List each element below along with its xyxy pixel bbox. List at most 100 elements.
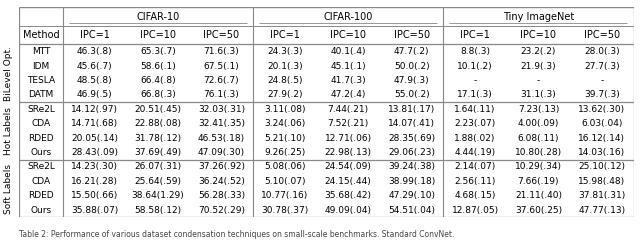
Text: IPC=10: IPC=10 bbox=[520, 30, 556, 41]
Text: 22.98(.13): 22.98(.13) bbox=[324, 148, 372, 157]
Text: 20.1(.3): 20.1(.3) bbox=[267, 62, 303, 71]
Text: 17.1(.3): 17.1(.3) bbox=[457, 90, 493, 99]
Text: 2.56(.11): 2.56(.11) bbox=[454, 177, 496, 186]
Text: IPC=50: IPC=50 bbox=[584, 30, 620, 41]
Text: 7.44(.21): 7.44(.21) bbox=[328, 105, 369, 114]
Text: 10.29(.34): 10.29(.34) bbox=[515, 163, 562, 171]
Text: 2.14(.07): 2.14(.07) bbox=[454, 163, 495, 171]
Text: 14.12(.97): 14.12(.97) bbox=[71, 105, 118, 114]
Text: TESLA: TESLA bbox=[27, 76, 55, 85]
Text: 66.4(.8): 66.4(.8) bbox=[140, 76, 176, 85]
Text: IPC=1: IPC=1 bbox=[79, 30, 109, 41]
Text: IPC=10: IPC=10 bbox=[330, 30, 366, 41]
Text: 2.23(.07): 2.23(.07) bbox=[454, 119, 495, 128]
Text: 47.09(.30): 47.09(.30) bbox=[198, 148, 245, 157]
Text: 29.06(.23): 29.06(.23) bbox=[388, 148, 435, 157]
Text: 39.24(.38): 39.24(.38) bbox=[388, 163, 435, 171]
Text: DATM: DATM bbox=[28, 90, 54, 99]
Text: 9.26(.25): 9.26(.25) bbox=[264, 148, 305, 157]
Text: 10.77(.16): 10.77(.16) bbox=[261, 191, 308, 200]
Text: 4.00(.09): 4.00(.09) bbox=[518, 119, 559, 128]
Text: RDED: RDED bbox=[28, 191, 54, 200]
Text: 16.21(.28): 16.21(.28) bbox=[71, 177, 118, 186]
Text: 45.1(.1): 45.1(.1) bbox=[330, 62, 366, 71]
Text: 12.71(.06): 12.71(.06) bbox=[324, 134, 372, 143]
Text: 4.44(.19): 4.44(.19) bbox=[454, 148, 495, 157]
Text: 24.3(.3): 24.3(.3) bbox=[267, 47, 303, 56]
Text: 7.23(.13): 7.23(.13) bbox=[518, 105, 559, 114]
Text: 46.53(.18): 46.53(.18) bbox=[198, 134, 245, 143]
Text: CDA: CDA bbox=[31, 119, 51, 128]
Text: 28.0(.3): 28.0(.3) bbox=[584, 47, 620, 56]
Text: RDED: RDED bbox=[28, 134, 54, 143]
Text: 5.21(.10): 5.21(.10) bbox=[264, 134, 305, 143]
Text: 65.3(.7): 65.3(.7) bbox=[140, 47, 176, 56]
Text: Ours: Ours bbox=[31, 206, 52, 215]
Text: 14.23(.30): 14.23(.30) bbox=[71, 163, 118, 171]
Text: 35.88(.07): 35.88(.07) bbox=[71, 206, 118, 215]
Text: 47.77(.13): 47.77(.13) bbox=[579, 206, 625, 215]
Text: 46.3(.8): 46.3(.8) bbox=[77, 47, 113, 56]
Text: 31.78(.12): 31.78(.12) bbox=[134, 134, 182, 143]
Text: CIFAR-100: CIFAR-100 bbox=[323, 12, 373, 22]
Text: IPC=10: IPC=10 bbox=[140, 30, 176, 41]
Text: 56.28(.33): 56.28(.33) bbox=[198, 191, 245, 200]
Text: 3.11(.08): 3.11(.08) bbox=[264, 105, 305, 114]
Text: 58.6(.1): 58.6(.1) bbox=[140, 62, 176, 71]
Text: Hot Labels: Hot Labels bbox=[4, 107, 13, 155]
Text: IPC=50: IPC=50 bbox=[394, 30, 429, 41]
Text: 66.8(.3): 66.8(.3) bbox=[140, 90, 176, 99]
Text: 27.7(.3): 27.7(.3) bbox=[584, 62, 620, 71]
Text: Table 2: Performance of various dataset condensation techniques on small-scale b: Table 2: Performance of various dataset … bbox=[19, 230, 454, 239]
Text: 14.71(.68): 14.71(.68) bbox=[71, 119, 118, 128]
Text: 54.51(.04): 54.51(.04) bbox=[388, 206, 435, 215]
Text: 72.6(.7): 72.6(.7) bbox=[204, 76, 239, 85]
Text: -: - bbox=[600, 76, 604, 85]
Text: 36.24(.52): 36.24(.52) bbox=[198, 177, 244, 186]
Text: 13.62(.30): 13.62(.30) bbox=[579, 105, 625, 114]
Text: 5.08(.06): 5.08(.06) bbox=[264, 163, 305, 171]
Text: SRe2L: SRe2L bbox=[27, 105, 55, 114]
Text: 10.1(.2): 10.1(.2) bbox=[457, 62, 493, 71]
Text: 22.88(.08): 22.88(.08) bbox=[134, 119, 181, 128]
Text: 13.81(.17): 13.81(.17) bbox=[388, 105, 435, 114]
Text: 20.05(.14): 20.05(.14) bbox=[71, 134, 118, 143]
Text: 38.64(1.29): 38.64(1.29) bbox=[132, 191, 184, 200]
Text: 67.5(.1): 67.5(.1) bbox=[204, 62, 239, 71]
Text: 39.7(.3): 39.7(.3) bbox=[584, 90, 620, 99]
Text: 25.10(.12): 25.10(.12) bbox=[579, 163, 625, 171]
Text: 28.43(.09): 28.43(.09) bbox=[71, 148, 118, 157]
Text: IPC=1: IPC=1 bbox=[460, 30, 490, 41]
Text: 37.69(.49): 37.69(.49) bbox=[134, 148, 182, 157]
Text: 37.60(.25): 37.60(.25) bbox=[515, 206, 562, 215]
Text: 58.58(.12): 58.58(.12) bbox=[134, 206, 182, 215]
Text: 23.2(.2): 23.2(.2) bbox=[521, 47, 556, 56]
Text: 38.99(.18): 38.99(.18) bbox=[388, 177, 435, 186]
Text: 49.09(.04): 49.09(.04) bbox=[324, 206, 372, 215]
Text: MTT: MTT bbox=[32, 47, 50, 56]
Text: 35.68(.42): 35.68(.42) bbox=[324, 191, 372, 200]
Text: -: - bbox=[474, 76, 477, 85]
Text: 24.8(.5): 24.8(.5) bbox=[267, 76, 303, 85]
Text: IPC=50: IPC=50 bbox=[204, 30, 239, 41]
Text: 3.24(.06): 3.24(.06) bbox=[264, 119, 305, 128]
Text: 48.5(.8): 48.5(.8) bbox=[77, 76, 113, 85]
Text: 10.80(.28): 10.80(.28) bbox=[515, 148, 562, 157]
Text: IDM: IDM bbox=[33, 62, 50, 71]
Text: 47.29(.10): 47.29(.10) bbox=[388, 191, 435, 200]
Text: 37.81(.31): 37.81(.31) bbox=[579, 191, 625, 200]
Text: 28.35(.69): 28.35(.69) bbox=[388, 134, 435, 143]
Text: 14.03(.16): 14.03(.16) bbox=[579, 148, 625, 157]
Text: 31.1(.3): 31.1(.3) bbox=[520, 90, 556, 99]
Text: CDA: CDA bbox=[31, 177, 51, 186]
Text: 41.7(.3): 41.7(.3) bbox=[330, 76, 366, 85]
Text: CIFAR-10: CIFAR-10 bbox=[136, 12, 180, 22]
Text: 15.98(.48): 15.98(.48) bbox=[579, 177, 625, 186]
Text: 47.7(.2): 47.7(.2) bbox=[394, 47, 429, 56]
Text: -: - bbox=[537, 76, 540, 85]
Text: 4.68(.15): 4.68(.15) bbox=[454, 191, 496, 200]
Text: IPC=1: IPC=1 bbox=[270, 30, 300, 41]
Text: 46.9(.5): 46.9(.5) bbox=[77, 90, 113, 99]
Text: 50.0(.2): 50.0(.2) bbox=[394, 62, 429, 71]
Text: 26.07(.31): 26.07(.31) bbox=[134, 163, 182, 171]
